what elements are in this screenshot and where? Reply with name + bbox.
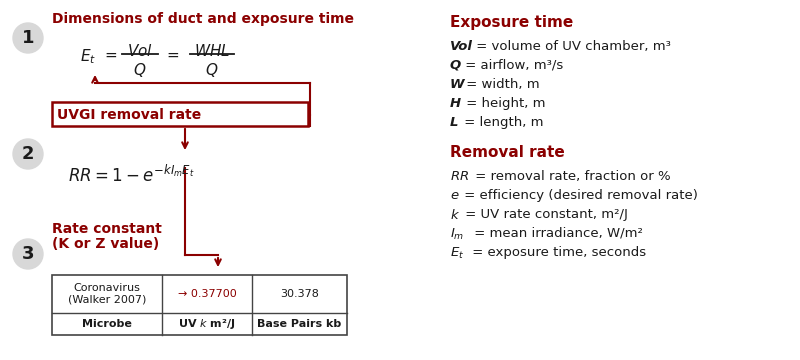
Text: H: H (450, 97, 461, 110)
Text: = width, m: = width, m (462, 78, 540, 91)
Text: = exposure time, seconds: = exposure time, seconds (468, 246, 646, 259)
Text: = UV rate constant, m²/J: = UV rate constant, m²/J (461, 208, 628, 221)
Text: → 0.37700: → 0.37700 (178, 289, 236, 299)
Text: = height, m: = height, m (462, 97, 546, 110)
Text: $=$: $=$ (164, 47, 180, 62)
Text: UV $\mathit{k}$ m²/J: UV $\mathit{k}$ m²/J (178, 317, 236, 331)
Circle shape (13, 139, 43, 169)
Text: 2: 2 (22, 145, 34, 163)
Bar (52, 102, 308, 126)
Text: $\mathit{Q}$: $\mathit{Q}$ (134, 61, 146, 79)
Circle shape (13, 239, 43, 269)
Text: $\mathit{RR}$: $\mathit{RR}$ (450, 170, 469, 183)
Text: UVGI removal rate: UVGI removal rate (57, 108, 202, 122)
Text: $\mathit{Vol}$: $\mathit{Vol}$ (127, 43, 153, 59)
Text: $\mathit{E}_t$: $\mathit{E}_t$ (450, 246, 464, 261)
Text: = length, m: = length, m (460, 116, 543, 129)
Circle shape (13, 23, 43, 53)
Text: = mean irradiance, W/m²: = mean irradiance, W/m² (470, 227, 643, 240)
Text: Removal rate: Removal rate (450, 145, 565, 160)
Text: (K or Z value): (K or Z value) (52, 237, 159, 251)
Text: Rate constant: Rate constant (52, 222, 162, 236)
Text: Coronavirus
(Walker 2007): Coronavirus (Walker 2007) (68, 283, 146, 305)
Text: Exposure time: Exposure time (450, 15, 574, 30)
Text: $\mathit{RR} = 1 - \mathit{e}^{-k\mathit{I}_m\mathit{E}_t}$: $\mathit{RR} = 1 - \mathit{e}^{-k\mathit… (68, 165, 194, 186)
Text: = volume of UV chamber, m³: = volume of UV chamber, m³ (472, 40, 671, 53)
Text: Microbe: Microbe (82, 319, 132, 329)
Text: $\mathit{e}$: $\mathit{e}$ (450, 189, 459, 202)
Text: Vol: Vol (450, 40, 473, 53)
Text: 30.378: 30.378 (280, 289, 319, 299)
Text: = airflow, m³/s: = airflow, m³/s (461, 59, 563, 72)
Text: 3: 3 (22, 245, 34, 263)
Text: 1: 1 (22, 29, 34, 47)
Bar (52, 275, 347, 335)
Text: $=$: $=$ (102, 47, 118, 62)
Text: = removal rate, fraction or %: = removal rate, fraction or % (471, 170, 670, 183)
Text: Q: Q (450, 59, 462, 72)
Text: Base Pairs kb: Base Pairs kb (258, 319, 342, 329)
Text: $\mathit{I}_m$: $\mathit{I}_m$ (450, 227, 464, 242)
Text: Dimensions of duct and exposure time: Dimensions of duct and exposure time (52, 12, 354, 26)
Text: W: W (450, 78, 465, 91)
Text: = efficiency (desired removal rate): = efficiency (desired removal rate) (460, 189, 698, 202)
Text: $\mathit{WHL}$: $\mathit{WHL}$ (194, 43, 230, 59)
Text: $\mathit{Q}$: $\mathit{Q}$ (206, 61, 218, 79)
Text: $\mathit{k}$: $\mathit{k}$ (450, 208, 460, 222)
Text: L: L (450, 116, 458, 129)
Text: $\mathit{E}_t$: $\mathit{E}_t$ (80, 47, 96, 66)
